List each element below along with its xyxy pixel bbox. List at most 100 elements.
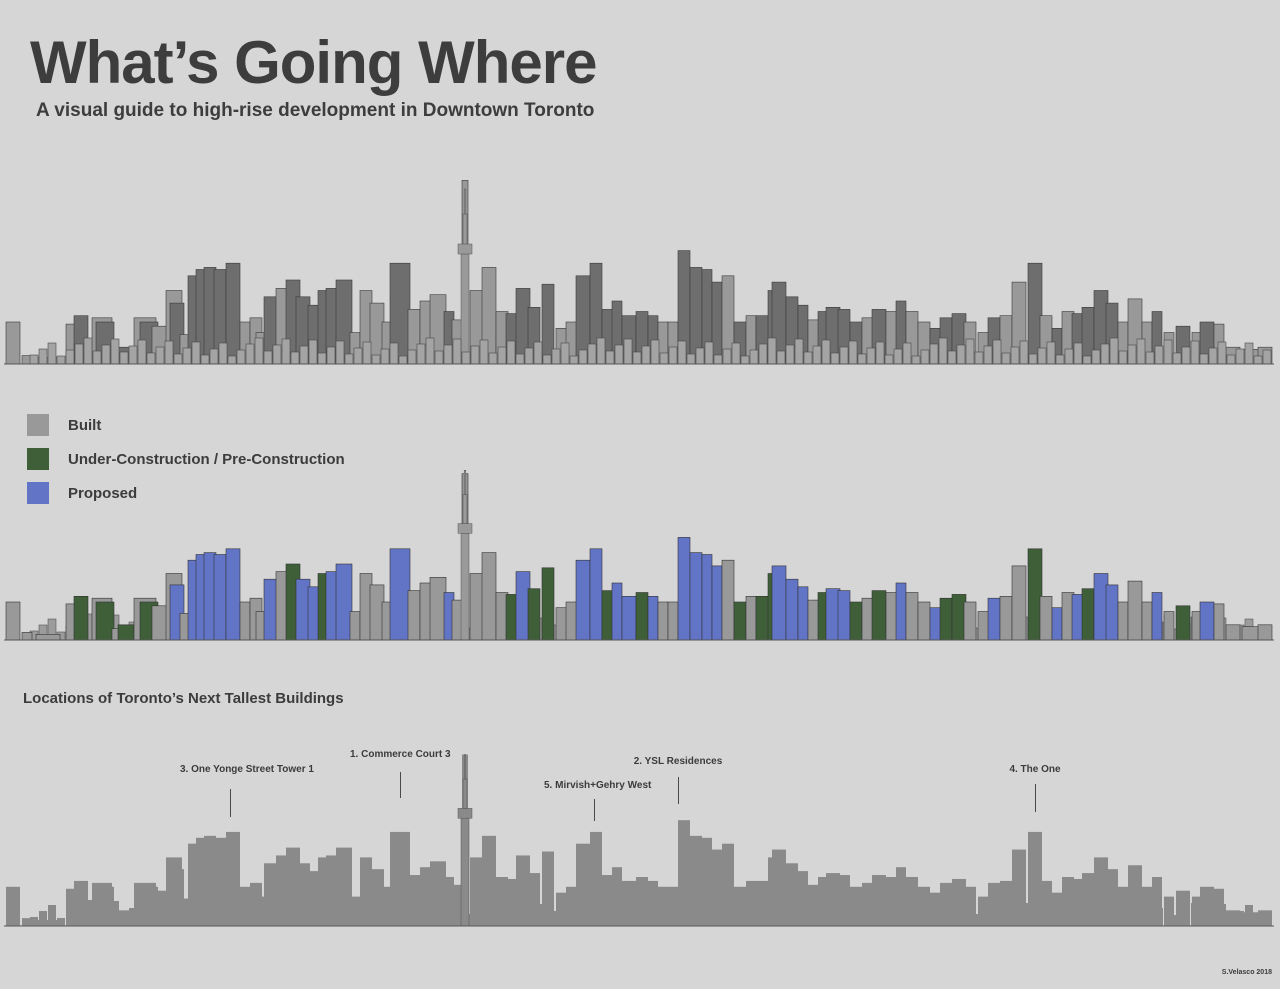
building	[875, 341, 885, 365]
building	[952, 878, 966, 926]
building	[1100, 343, 1110, 365]
building	[326, 346, 336, 365]
building	[65, 349, 75, 365]
building	[117, 624, 135, 641]
building	[516, 855, 530, 926]
building	[128, 345, 138, 365]
building	[786, 863, 798, 926]
building	[1117, 601, 1129, 641]
building	[611, 582, 623, 641]
building	[1136, 338, 1146, 365]
building	[1127, 580, 1143, 641]
building	[1262, 349, 1272, 365]
building	[497, 346, 507, 365]
building	[988, 882, 1000, 926]
building	[938, 337, 948, 365]
building	[407, 590, 421, 641]
callout-line	[230, 789, 231, 817]
building	[254, 337, 264, 365]
building	[1073, 342, 1083, 365]
callout-one-yonge: 3. One Yonge Street Tower 1	[180, 764, 314, 817]
building	[647, 596, 659, 641]
building	[658, 886, 668, 926]
building	[551, 348, 561, 365]
building	[940, 882, 952, 926]
building	[38, 348, 48, 365]
building	[398, 355, 408, 365]
building	[182, 347, 192, 365]
building	[506, 340, 516, 365]
building	[930, 892, 942, 926]
building	[111, 901, 119, 926]
building	[95, 601, 115, 641]
legend-label: Under-Construction / Pre-Construction	[68, 451, 345, 468]
building	[886, 877, 898, 926]
building	[668, 886, 678, 926]
building	[947, 350, 957, 365]
building	[650, 339, 660, 365]
building	[678, 820, 690, 926]
building	[22, 918, 32, 926]
skyline-current	[4, 180, 1274, 365]
building	[416, 343, 426, 365]
building	[389, 548, 411, 641]
building	[173, 353, 183, 365]
building	[1200, 886, 1214, 926]
building	[30, 917, 38, 926]
building	[771, 565, 787, 641]
building	[236, 349, 246, 365]
building	[648, 880, 658, 926]
building	[1163, 611, 1175, 641]
building	[299, 345, 309, 365]
building	[667, 601, 679, 641]
building	[884, 354, 894, 365]
credit: S.Velasco 2018	[1221, 969, 1272, 976]
building	[1011, 565, 1027, 641]
building	[1118, 350, 1128, 365]
building	[929, 343, 939, 365]
building	[74, 343, 84, 365]
building	[939, 597, 953, 641]
under-construction-swatch	[27, 448, 49, 470]
building	[1082, 355, 1092, 365]
building	[872, 875, 886, 926]
callout-label: 5. Mirvish+Gehry West	[544, 780, 652, 791]
building	[974, 351, 984, 365]
building	[1019, 340, 1029, 365]
building	[1046, 341, 1056, 365]
building	[963, 601, 977, 641]
building	[677, 537, 691, 641]
building	[1241, 626, 1261, 641]
building	[746, 880, 756, 926]
callout-label: 1. Commerce Court 3	[350, 749, 451, 760]
building	[1039, 596, 1053, 641]
building	[1172, 352, 1182, 365]
building	[1257, 624, 1273, 641]
building	[542, 354, 552, 365]
building	[1141, 601, 1153, 641]
building	[56, 355, 66, 365]
building	[978, 896, 990, 926]
building	[686, 353, 696, 365]
building	[576, 843, 590, 926]
building	[1105, 584, 1119, 641]
building	[902, 342, 912, 365]
building	[722, 843, 734, 926]
building	[794, 338, 804, 365]
building	[758, 343, 768, 365]
building	[767, 337, 777, 365]
proposed-swatch	[27, 482, 49, 504]
building	[587, 343, 597, 365]
building	[1127, 344, 1137, 365]
building	[272, 344, 282, 365]
building	[612, 867, 622, 926]
building	[798, 871, 808, 926]
building	[263, 350, 273, 365]
building	[281, 338, 291, 365]
building	[1217, 341, 1227, 365]
building	[702, 837, 712, 926]
building	[5, 321, 21, 365]
building	[734, 886, 746, 926]
building	[425, 337, 435, 365]
building	[443, 344, 453, 365]
